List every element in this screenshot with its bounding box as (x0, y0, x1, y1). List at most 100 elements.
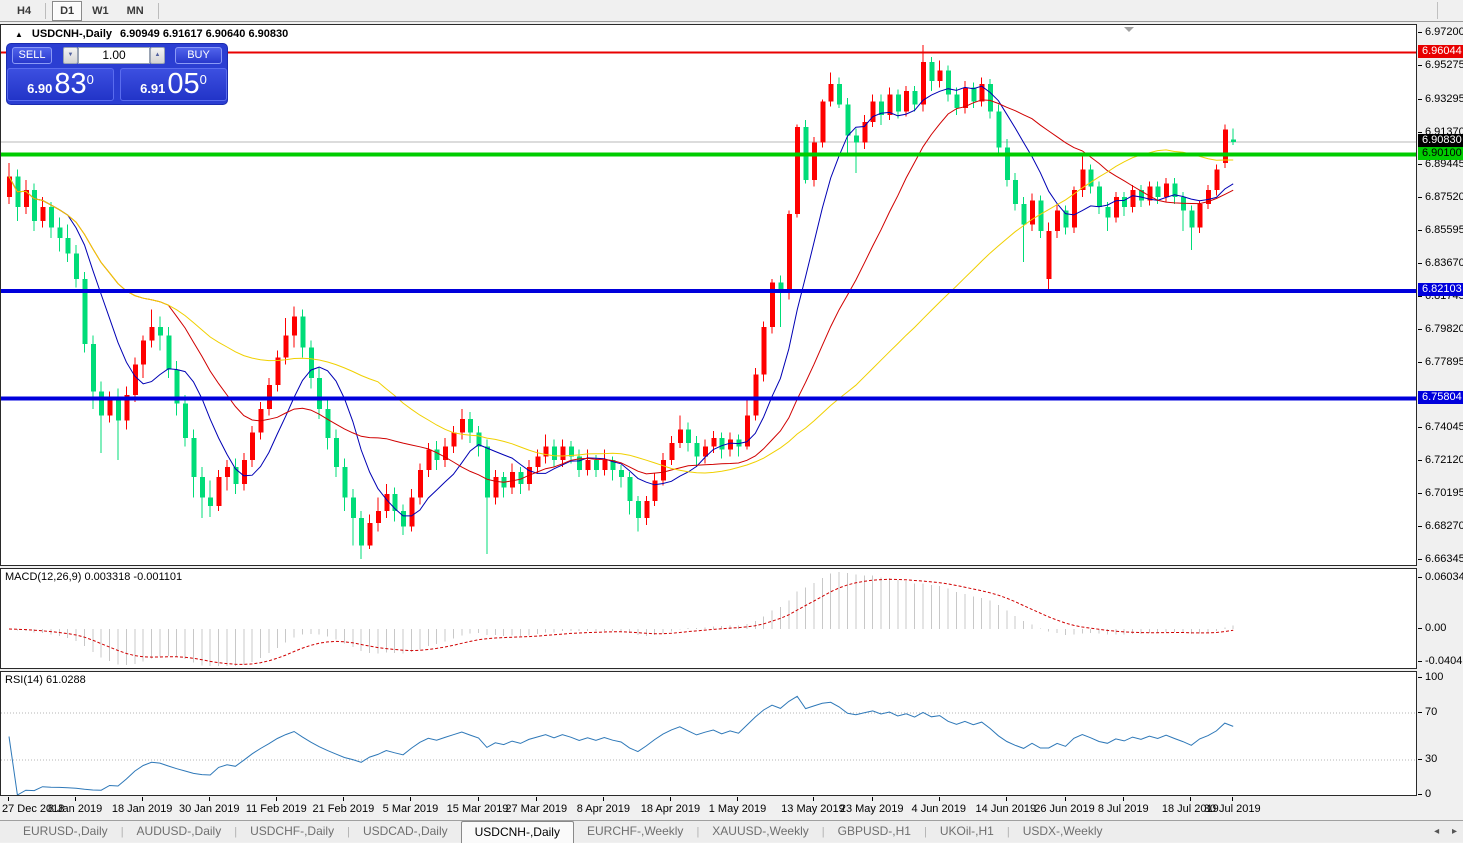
price-axis-label: 6.89445 (1418, 158, 1463, 170)
candlestick-chart[interactable] (1, 25, 1416, 565)
chart-shift-marker-icon[interactable] (1124, 27, 1134, 32)
date-tick (1190, 797, 1192, 801)
price-axis-label: 6.70195 (1418, 487, 1463, 499)
date-tick (1064, 797, 1066, 801)
toolbar-separator (1437, 2, 1438, 19)
macd-panel: MACD(12,26,9) 0.003318 -0.001101 (0, 568, 1417, 669)
sell-price-prefix: 6.90 (27, 80, 53, 96)
date-axis-label: 26 Jun 2019 (1034, 803, 1095, 815)
main-chart-panel: ▲ USDCNH-,Daily 6.90949 6.91617 6.90640 6.… (0, 24, 1417, 566)
date-axis-label: 8 Jul 2019 (1097, 803, 1149, 815)
sell-price-big-digits: 83 (54, 68, 87, 100)
macd-axis: 0.060342 0.00 -0.040415 (1418, 568, 1463, 669)
date-axis: 27 Dec 2018 8 Jan 2019 18 Jan 2019 30 Jan 2… (0, 797, 1417, 817)
price-level-badge: 6.90100 (1418, 146, 1463, 160)
chart-tab-audusd[interactable]: AUDUSD-,Daily (136, 824, 222, 838)
macd-axis-label: -0.040415 (1418, 655, 1463, 667)
date-axis-label: 1 May 2019 (708, 803, 767, 815)
sell-button[interactable]: SELL (12, 47, 52, 64)
price-axis-label: 6.77895 (1418, 356, 1463, 368)
tab-scroll-left-icon[interactable]: ◂ (1434, 826, 1440, 837)
sell-price-display[interactable]: 6.90 83 0 (7, 68, 114, 101)
tab-separator: | (234, 825, 238, 838)
price-level-badge: 6.82103 (1418, 283, 1463, 297)
price-level-badge: 6.75804 (1418, 390, 1463, 404)
rsi-axis-label: 30 (1418, 753, 1437, 765)
volume-decrease-button[interactable]: ▼ (63, 47, 78, 64)
toolbar-separator (45, 2, 47, 19)
date-axis-label: 15 Mar 2019 (446, 803, 509, 815)
chart-tab-gbpusd[interactable]: GBPUSD-,H1 (837, 824, 911, 838)
panel-collapse-icon[interactable]: ▲ (15, 30, 23, 39)
macd-axis-label: 0.060342 (1418, 571, 1463, 583)
macd-label: MACD(12,26,9) 0.003318 -0.001101 (5, 571, 183, 583)
date-axis-label: 11 Feb 2019 (245, 803, 307, 815)
chart-tab-usdcnh[interactable]: USDCNH-,Daily (460, 820, 574, 843)
date-axis-label: 13 May 2019 (781, 803, 845, 815)
date-tick (209, 797, 211, 801)
date-axis-label: 4 Jun 2019 (911, 803, 966, 815)
date-axis-label: 30 Jul 2019 (1203, 803, 1261, 815)
chart-ohlc-values: 6.90949 6.91617 6.90640 6.90830 (120, 28, 289, 40)
price-level-badge: 6.96044 (1418, 45, 1463, 59)
date-axis-label: 21 Feb 2019 (312, 803, 375, 815)
tab-separator: | (821, 825, 825, 838)
date-axis-label: 18 Apr 2019 (640, 803, 701, 815)
price-axis: 6.97200 6.95275 6.93295 6.91370 6.89445 6.875… (1418, 24, 1463, 566)
chart-tab-eurusd[interactable]: EURUSD-,Daily (23, 824, 108, 838)
buy-button[interactable]: BUY (175, 47, 222, 64)
date-tick (8, 797, 9, 801)
chart-tab-usdchf[interactable]: USDCHF-,Daily (250, 824, 335, 838)
timeframe-button-d1[interactable]: D1 (52, 0, 83, 21)
chart-tab-eurchf[interactable]: EURCHF-,Weekly (586, 824, 684, 838)
price-axis-label: 6.72120 (1418, 454, 1463, 466)
price-axis-label: 6.74045 (1418, 421, 1463, 433)
tab-scroll-arrows: ◂ ▸ (1424, 826, 1457, 837)
buy-price-display[interactable]: 6.91 05 0 (120, 68, 227, 101)
chart-tab-xauusd[interactable]: XAUUSD-,Weekly (712, 824, 809, 838)
price-axis-label: 6.68270 (1418, 520, 1463, 532)
chart-tab-ukoil[interactable]: UKOil-,H1 (939, 824, 994, 838)
chart-tab-usdx[interactable]: USDX-,Weekly (1022, 824, 1103, 838)
macd-axis-label: 0.00 (1418, 622, 1446, 634)
date-axis-label: 23 May 2019 (839, 803, 904, 815)
date-axis-label: 8 Apr 2019 (576, 803, 630, 815)
price-axis-label: 6.93295 (1418, 93, 1463, 105)
timeframe-button-h4[interactable]: H4 (17, 4, 32, 17)
price-axis-label: 6.97200 (1418, 26, 1463, 38)
timeframe-button-mn[interactable]: MN (126, 4, 144, 17)
tab-separator: | (120, 825, 124, 838)
rsi-axis-label: 70 (1418, 706, 1437, 718)
chart-tab-usdcad[interactable]: USDCAD-,Daily (362, 824, 448, 838)
tab-separator: | (1006, 825, 1010, 838)
date-axis-label: 27 Mar 2019 (505, 803, 568, 815)
price-axis-label: 6.95275 (1418, 59, 1463, 71)
date-tick (1232, 797, 1234, 801)
date-axis-label: 30 Jan 2019 (178, 803, 240, 815)
buy-price-pipette: 0 (199, 71, 207, 87)
tab-separator: | (347, 825, 350, 838)
date-tick (75, 797, 77, 801)
chart-symbol-label: USDCNH-,Daily (31, 28, 112, 40)
rsi-axis-label: 0 (1418, 788, 1431, 800)
date-tick (871, 797, 873, 801)
buy-price-big-digits: 05 (167, 68, 200, 100)
timeframe-button-w1[interactable]: W1 (92, 4, 109, 17)
date-tick (536, 797, 538, 801)
tab-scroll-right-icon[interactable]: ▸ (1451, 826, 1457, 837)
macd-indicator-chart[interactable] (1, 569, 1416, 668)
price-axis-label: 6.87520 (1418, 191, 1463, 203)
toolbar-separator (157, 2, 159, 19)
rsi-indicator-chart[interactable] (1, 672, 1416, 795)
date-tick (410, 797, 412, 801)
volume-increase-button[interactable]: ▲ (150, 47, 165, 64)
price-axis-label: 6.83670 (1418, 257, 1463, 269)
date-tick (477, 797, 479, 801)
price-axis-label: 6.85595 (1418, 224, 1463, 236)
price-axis-label: 6.66345 (1418, 553, 1463, 565)
tab-separator: | (923, 825, 927, 838)
sell-price-pipette: 0 (86, 71, 94, 87)
volume-input[interactable]: 1.00 (78, 47, 150, 64)
date-tick (812, 797, 814, 801)
date-tick (1123, 797, 1125, 801)
